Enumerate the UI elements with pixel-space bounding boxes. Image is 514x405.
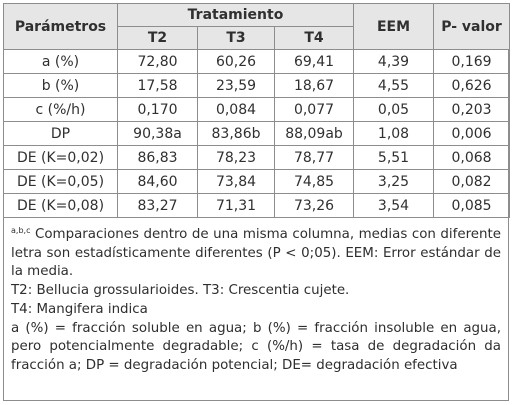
cell-eem: 5,51 — [353, 145, 435, 170]
results-table: Parámetros Tratamiento EEM P- valor T2 T… — [3, 3, 511, 218]
cell-t2: 86,83 — [117, 145, 198, 170]
cell-t3: 23,59 — [197, 73, 275, 98]
table-row: DP 90,38a 83,86b 88,09ab 1,08 0,006 — [3, 121, 511, 146]
cell-t3: 83,86b — [197, 121, 275, 146]
cell-t3: 78,23 — [197, 145, 275, 170]
cell-eem: 4,55 — [353, 73, 435, 98]
cell-p: 0,082 — [433, 169, 511, 194]
cell-t4: 73,26 — [273, 193, 355, 218]
row-label: DP — [3, 121, 118, 146]
cell-eem: 0,05 — [353, 97, 435, 122]
table-container: Parámetros Tratamiento EEM P- valor T2 T… — [3, 3, 511, 401]
cell-p: 0,085 — [433, 193, 511, 218]
row-label: a (%) — [3, 49, 118, 74]
footnote-comparisons: a,b,c Comparaciones dentro de una misma … — [11, 222, 501, 282]
cell-p: 0,068 — [433, 145, 511, 170]
table-row: DE (K=0,05) 84,60 73,84 74,85 3,25 0,082 — [3, 169, 511, 194]
row-label: c (%/h) — [3, 97, 118, 122]
table-row: b (%) 17,58 23,59 18,67 4,55 0,626 — [3, 73, 511, 98]
cell-t2: 90,38a — [117, 121, 198, 146]
header-t4: T4 — [273, 26, 355, 50]
cell-t2: 83,27 — [117, 193, 198, 218]
cell-t3: 60,26 — [197, 49, 275, 74]
cell-p: 0,626 — [433, 73, 511, 98]
cell-t4: 69,41 — [273, 49, 355, 74]
table-row: c (%/h) 0,170 0,084 0,077 0,05 0,203 — [3, 97, 511, 122]
row-label: DE (K=0,02) — [3, 145, 118, 170]
cell-t3: 73,84 — [197, 169, 275, 194]
header-p-valor: P- valor — [433, 3, 511, 50]
cell-t4: 78,77 — [273, 145, 355, 170]
cell-t3: 71,31 — [197, 193, 275, 218]
footnote-comparisons-text: Comparaciones dentro de una misma column… — [11, 227, 501, 280]
header-t3: T3 — [197, 26, 275, 50]
cell-t2: 17,58 — [117, 73, 198, 98]
row-label: b (%) — [3, 73, 118, 98]
cell-eem: 1,08 — [353, 121, 435, 146]
footnote-superscript: a,b,c — [11, 226, 31, 235]
header-tratamiento: Tratamiento — [116, 3, 355, 27]
cell-p: 0,169 — [433, 49, 511, 74]
cell-t4: 74,85 — [273, 169, 355, 194]
cell-t2: 84,60 — [117, 169, 198, 194]
cell-t3: 0,084 — [197, 97, 275, 122]
row-label: DE (K=0,08) — [3, 193, 118, 218]
cell-t2: 0,170 — [117, 97, 198, 122]
footnote-t2-t3: T2: Bellucia grossularioides. T3: Cresce… — [11, 283, 350, 299]
header-t2: T2 — [117, 26, 198, 50]
cell-eem: 4,39 — [353, 49, 435, 74]
cell-eem: 3,25 — [353, 169, 435, 194]
header-eem: EEM — [353, 3, 435, 50]
footnote-t4: T4: Mangifera indica — [11, 301, 148, 317]
cell-t4: 0,077 — [273, 97, 355, 122]
footnote-definitions: a (%) = fracción soluble en agua; b (%) … — [11, 320, 501, 373]
cell-eem: 3,54 — [353, 193, 435, 218]
row-label: DE (K=0,05) — [3, 169, 118, 194]
table-row: DE (K=0,02) 86,83 78,23 78,77 5,51 0,068 — [3, 145, 511, 170]
cell-p: 0,203 — [433, 97, 511, 122]
cell-t2: 72,80 — [117, 49, 198, 74]
table-footnotes: a,b,c Comparaciones dentro de una misma … — [4, 218, 508, 376]
header-parametros: Parámetros — [3, 3, 118, 50]
table-row: DE (K=0,08) 83,27 71,31 73,26 3,54 0,085 — [3, 193, 511, 218]
cell-t4: 18,67 — [273, 73, 355, 98]
cell-p: 0,006 — [433, 121, 511, 146]
table-row: a (%) 72,80 60,26 69,41 4,39 0,169 — [3, 49, 511, 74]
cell-t4: 88,09ab — [273, 121, 355, 146]
